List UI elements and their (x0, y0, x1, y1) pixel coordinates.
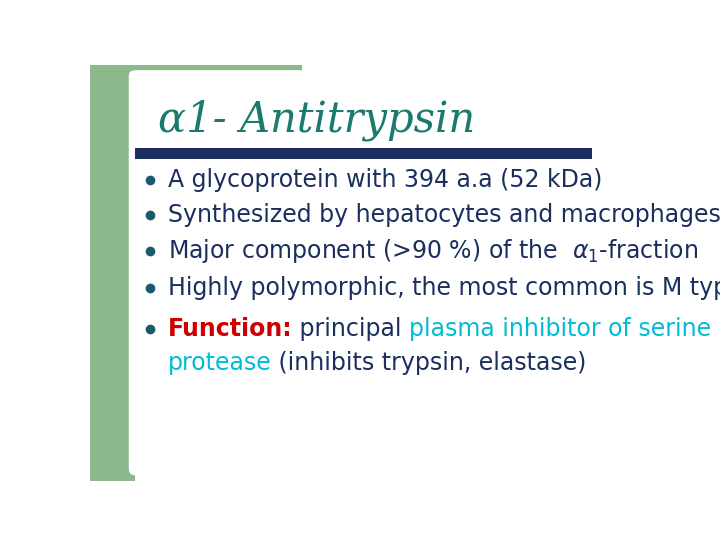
Bar (90, 65, 135, 481)
Bar (135, 148, 593, 159)
Text: A glycoprotein with 394 a.a (52 kDa): A glycoprotein with 394 a.a (52 kDa) (168, 168, 602, 192)
Text: Major component (>90 %) of the  $\alpha_1$-fraction: Major component (>90 %) of the $\alpha_1… (168, 237, 698, 265)
Text: plasma inhibitor of serine: plasma inhibitor of serine (409, 317, 711, 341)
Text: protease: protease (168, 351, 271, 375)
Text: Function:: Function: (168, 317, 292, 341)
Text: Highly polymorphic, the most common is M type: Highly polymorphic, the most common is M… (168, 276, 720, 300)
Text: principal: principal (292, 317, 409, 341)
FancyBboxPatch shape (129, 70, 649, 475)
Text: (inhibits trypsin, elastase): (inhibits trypsin, elastase) (271, 351, 587, 375)
Text: α1- Antitrypsin: α1- Antitrypsin (158, 99, 475, 141)
Bar (135, 65, 302, 150)
Text: Synthesized by hepatocytes and macrophages: Synthesized by hepatocytes and macrophag… (168, 203, 720, 227)
